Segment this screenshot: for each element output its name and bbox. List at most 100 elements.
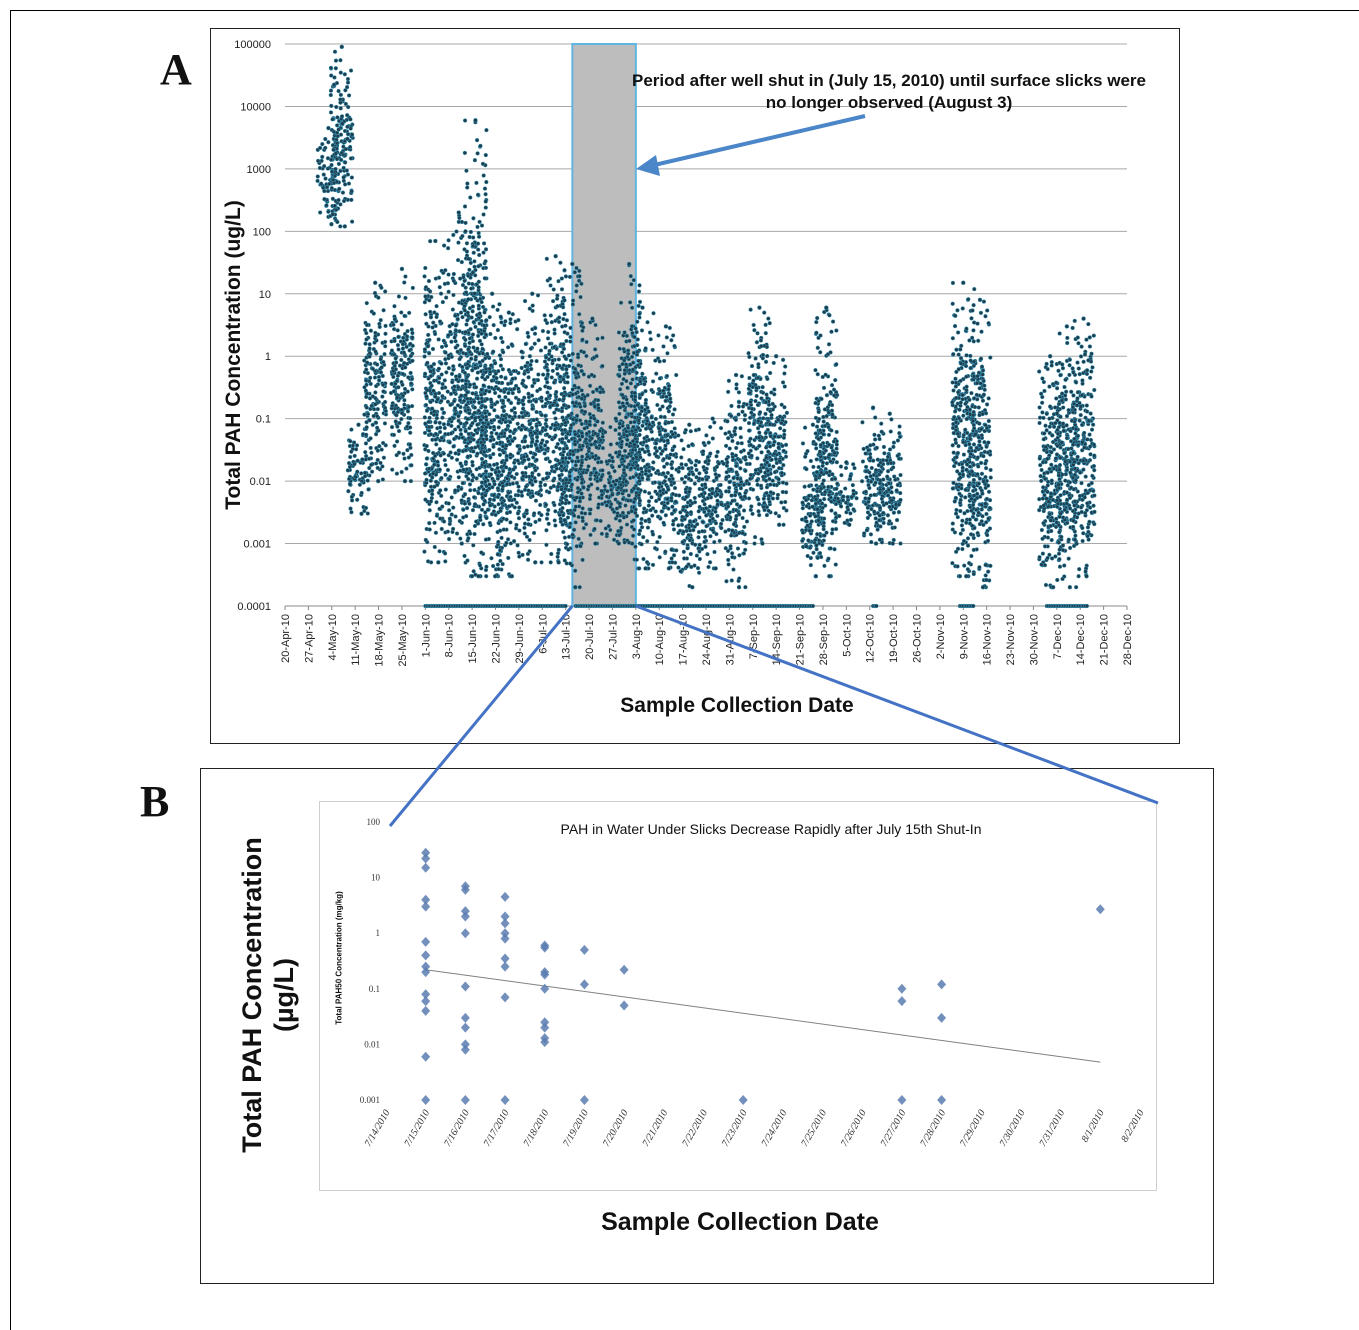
- panel-a-point: [731, 439, 735, 443]
- panel-a-point: [423, 431, 427, 435]
- panel-a-point: [592, 467, 596, 471]
- panel-a-point: [695, 475, 699, 479]
- panel-a-point: [490, 556, 494, 560]
- panel-a-point: [583, 410, 587, 414]
- panel-a-y-tick-label: 1: [265, 351, 271, 363]
- panel-a-point: [468, 235, 472, 239]
- panel-a-point: [442, 244, 446, 248]
- panel-a-point: [438, 430, 442, 434]
- panel-a-point: [720, 502, 724, 506]
- panel-a-point: [476, 452, 480, 456]
- panel-a-point: [355, 443, 359, 447]
- panel-a-point: [358, 483, 362, 487]
- panel-a-point: [668, 456, 672, 460]
- panel-a-point: [569, 494, 573, 498]
- panel-a-point: [511, 312, 515, 316]
- panel-a-point: [472, 216, 476, 220]
- panel-a-point: [618, 464, 622, 468]
- panel-a-point: [762, 497, 766, 501]
- panel-a-point: [757, 502, 761, 506]
- panel-a-point: [757, 509, 761, 513]
- panel-a-point: [578, 274, 582, 278]
- panel-a-point: [390, 349, 394, 353]
- panel-a-point: [724, 432, 728, 436]
- panel-a-point: [429, 400, 433, 404]
- panel-a-point: [464, 514, 468, 518]
- panel-a-point: [452, 437, 456, 441]
- panel-a-point: [566, 516, 570, 520]
- panel-a-point: [471, 473, 475, 477]
- panel-a-point: [726, 436, 730, 440]
- panel-a-point: [465, 318, 469, 322]
- panel-a-point: [396, 335, 400, 339]
- panel-a-point: [433, 239, 437, 243]
- panel-a-point: [382, 360, 386, 364]
- panel-a-point: [584, 437, 588, 441]
- panel-a-point: [374, 350, 378, 354]
- panel-a-point: [496, 308, 500, 312]
- panel-a-point: [442, 422, 446, 426]
- panel-a-point: [756, 419, 760, 423]
- panel-a-point: [437, 276, 441, 280]
- panel-a-point: [441, 300, 445, 304]
- panel-a-point: [655, 454, 659, 458]
- panel-a-point: [446, 390, 450, 394]
- panel-a-point: [366, 412, 370, 416]
- panel-a-point: [670, 557, 674, 561]
- panel-a-point: [484, 259, 488, 263]
- panel-a-point: [540, 441, 544, 445]
- panel-a-point: [768, 321, 772, 325]
- panel-a-point: [737, 405, 741, 409]
- panel-a-point: [478, 312, 482, 316]
- panel-a-point: [657, 422, 661, 426]
- panel-a-point: [562, 394, 566, 398]
- panel-a-point: [703, 535, 707, 539]
- panel-a-point: [364, 342, 368, 346]
- panel-a-point: [364, 379, 368, 383]
- panel-a-x-tick-label: 14-Dec-10: [1075, 614, 1087, 665]
- panel-a-point: [755, 456, 759, 460]
- panel-a-point: [714, 510, 718, 514]
- panel-a-point: [534, 442, 538, 446]
- panel-a-point: [655, 540, 659, 544]
- panel-a-point: [535, 435, 539, 439]
- panel-a-point: [632, 519, 636, 523]
- panel-a-point: [568, 275, 572, 279]
- panel-a-point: [364, 442, 368, 446]
- panel-a-point: [500, 320, 504, 324]
- panel-a-point: [507, 504, 511, 508]
- panel-a-point: [455, 532, 459, 536]
- panel-a-point: [503, 395, 507, 399]
- panel-a-point: [710, 492, 714, 496]
- panel-a-point: [636, 464, 640, 468]
- panel-a-point: [427, 425, 431, 429]
- panel-a-point: [627, 494, 631, 498]
- panel-a-point: [481, 522, 485, 526]
- panel-a-point: [329, 222, 333, 226]
- panel-a-point: [516, 511, 520, 515]
- panel-a-point: [460, 234, 464, 238]
- panel-a-point: [584, 419, 588, 423]
- panel-a-point: [443, 378, 447, 382]
- panel-a-point: [446, 246, 450, 250]
- panel-a-point: [483, 480, 487, 484]
- panel-a-point: [768, 483, 772, 487]
- panel-a-point: [575, 496, 579, 500]
- panel-a-point: [593, 405, 597, 409]
- panel-a-point: [429, 370, 433, 374]
- panel-a-point: [574, 520, 578, 524]
- panel-a-point: [360, 491, 364, 495]
- panel-a-point: [326, 189, 330, 193]
- panel-a-point: [601, 364, 605, 368]
- panel-a-point: [484, 333, 488, 337]
- panel-a-point: [483, 411, 487, 415]
- panel-a-point: [365, 323, 369, 327]
- panel-a-point: [423, 300, 427, 304]
- panel-a-point: [334, 105, 338, 109]
- panel-a-point: [349, 156, 353, 160]
- panel-a-point: [638, 473, 642, 477]
- panel-a-point: [459, 432, 463, 436]
- panel-a-point: [433, 485, 437, 489]
- panel-a-point: [334, 59, 338, 63]
- panel-a-point: [639, 521, 643, 525]
